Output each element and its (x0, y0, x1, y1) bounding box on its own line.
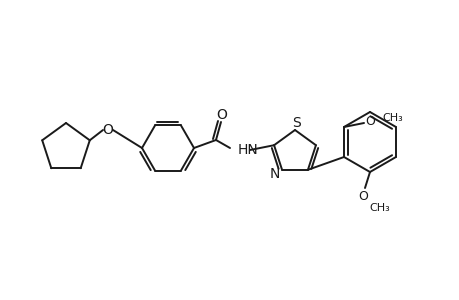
Text: O: O (357, 190, 367, 202)
Text: O: O (102, 123, 113, 137)
Text: N: N (269, 167, 280, 181)
Text: O: O (364, 115, 374, 128)
Text: S: S (292, 116, 301, 130)
Text: CH₃: CH₃ (368, 203, 389, 213)
Text: HN: HN (237, 143, 258, 157)
Text: CH₃: CH₃ (381, 113, 402, 123)
Text: O: O (216, 108, 227, 122)
